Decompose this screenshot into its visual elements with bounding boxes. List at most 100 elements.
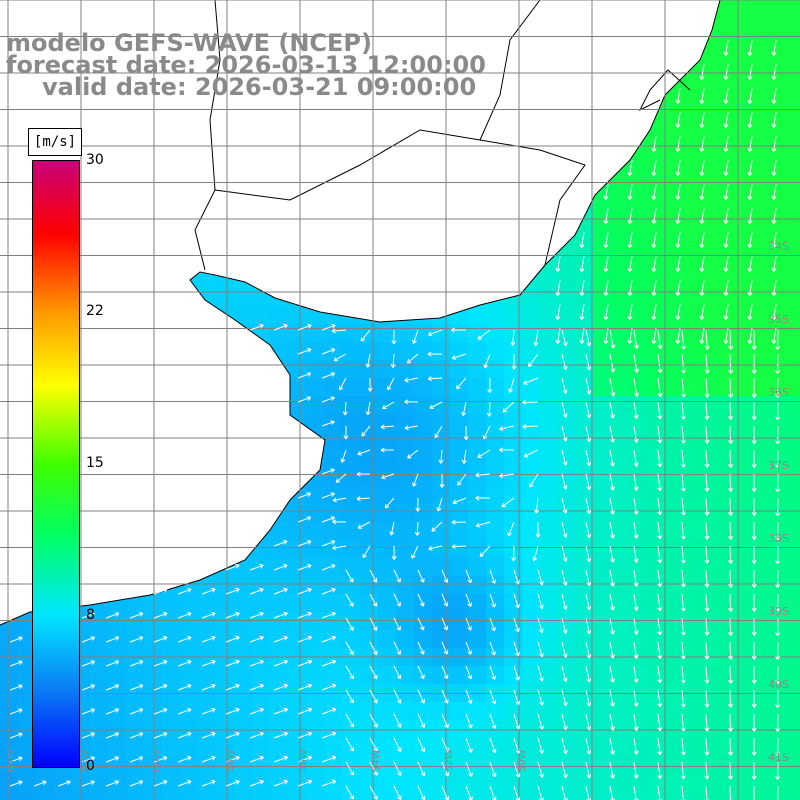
wind-arrow — [441, 713, 449, 729]
wind-arrow — [603, 327, 609, 345]
wind-arrow — [477, 449, 491, 458]
speed-cell — [306, 666, 325, 685]
speed-cell — [684, 324, 703, 343]
wind-arrow — [9, 780, 23, 787]
speed-cell — [792, 756, 800, 775]
speed-cell — [378, 522, 397, 541]
speed-cell — [396, 432, 415, 451]
wind-arrow — [675, 231, 681, 249]
wind-arrow — [522, 424, 539, 430]
wind-arrow — [321, 755, 337, 763]
wind-arrow — [704, 641, 710, 660]
wind-arrow — [510, 329, 516, 346]
speed-cell — [108, 720, 127, 739]
speed-cell — [198, 612, 217, 631]
speed-cell — [738, 486, 757, 505]
speed-cell — [198, 630, 217, 649]
wind-arrow — [657, 641, 663, 660]
wind-arrow — [657, 377, 663, 398]
wind-arrow — [417, 665, 425, 680]
wind-arrow — [297, 707, 313, 715]
speed-cell — [774, 558, 793, 577]
speed-cell — [702, 756, 721, 775]
speed-cell — [450, 738, 469, 757]
wind-arrow — [579, 231, 585, 249]
speed-cell — [450, 540, 469, 559]
wind-arrow — [393, 785, 402, 800]
speed-cell — [522, 630, 541, 649]
speed-cell — [90, 702, 109, 721]
wind-arrow — [699, 255, 705, 273]
speed-cell — [540, 378, 559, 397]
speed-cell — [612, 720, 631, 739]
wind-arrow — [489, 713, 497, 729]
speed-cell — [306, 774, 325, 793]
wind-arrow — [585, 665, 592, 683]
wind-arrow — [465, 641, 472, 655]
speed-cell — [378, 594, 397, 613]
speed-cell — [756, 0, 775, 19]
speed-cell — [540, 450, 559, 469]
wind-arrow — [680, 737, 686, 756]
wind-arrow — [728, 593, 734, 612]
speed-cell — [774, 252, 793, 271]
wind-arrow — [728, 569, 734, 588]
wind-arrow — [771, 327, 777, 345]
wind-arrow — [390, 353, 396, 369]
speed-cell — [450, 504, 469, 523]
wind-arrow — [681, 329, 687, 350]
speed-cell — [486, 792, 505, 800]
speed-cell — [792, 486, 800, 505]
speed-cell — [702, 144, 721, 163]
wind-arrow — [451, 353, 467, 360]
speed-cell — [648, 468, 667, 487]
lon-label: 58W — [225, 749, 236, 772]
speed-cell — [756, 306, 775, 325]
speed-cell — [252, 756, 271, 775]
speed-cell — [450, 702, 469, 721]
speed-cell — [756, 396, 775, 415]
speed-cell — [720, 450, 739, 469]
wind-arrow — [321, 635, 337, 643]
speed-cell — [594, 342, 613, 361]
wind-arrow — [225, 683, 240, 691]
speed-cell — [738, 288, 757, 307]
speed-cell — [288, 522, 307, 541]
wind-arrow — [771, 303, 777, 321]
wind-arrow — [633, 377, 639, 397]
speed-cell — [396, 378, 415, 397]
wind-arrow — [747, 255, 753, 273]
speed-cell — [576, 612, 595, 631]
speed-cell — [684, 594, 703, 613]
speed-cell — [702, 738, 721, 757]
speed-cell — [108, 612, 127, 631]
wind-arrow — [225, 755, 240, 763]
wind-arrow — [273, 683, 288, 691]
speed-cell — [18, 666, 37, 685]
speed-cell — [792, 540, 800, 559]
speed-cell — [594, 666, 613, 685]
speed-cell — [342, 342, 361, 361]
wind-arrow — [508, 377, 515, 393]
wind-arrow — [357, 521, 371, 529]
speed-cell — [360, 342, 379, 361]
speed-cell — [234, 630, 253, 649]
speed-cell — [720, 612, 739, 631]
speed-cell — [360, 774, 379, 793]
speed-cell — [0, 666, 19, 685]
wind-arrow — [441, 665, 449, 680]
speed-cell — [666, 90, 685, 109]
speed-cell — [486, 612, 505, 631]
wind-arrow — [609, 569, 615, 587]
wind-arrow — [513, 665, 520, 681]
lon-labels: 64W 62W 60W 58W 56W 54W 52W 50W — [6, 749, 528, 772]
speed-cell — [684, 432, 703, 451]
wind-arrow — [105, 780, 120, 787]
wind-arrow — [747, 111, 753, 129]
speed-cell — [594, 774, 613, 793]
speed-cell — [558, 738, 577, 757]
wind-arrow — [249, 659, 264, 667]
speed-cell — [612, 576, 631, 595]
speed-cell — [630, 774, 649, 793]
wind-arrow — [775, 737, 781, 756]
